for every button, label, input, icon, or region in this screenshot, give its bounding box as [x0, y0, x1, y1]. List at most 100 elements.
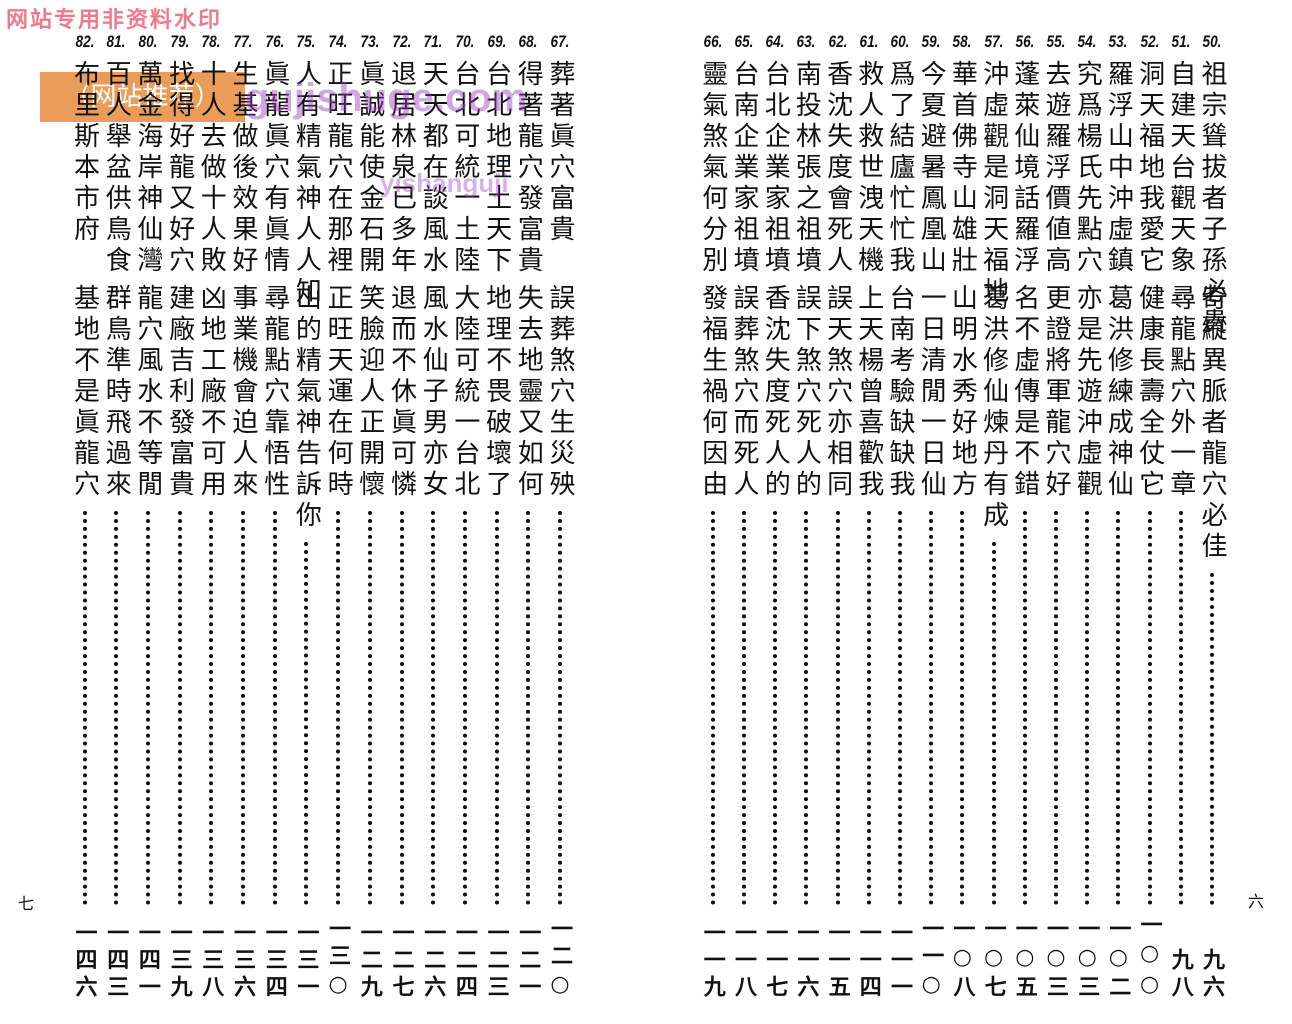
entry-subtitle: 誤葬煞穴而死人: [729, 284, 759, 501]
entry-subtitle: 台南考驗缺缺我: [885, 284, 915, 501]
entry-subtitle: 凶地工廠不可用: [196, 284, 227, 501]
leader-dots: [526, 511, 531, 905]
entry-subtitle: 尋龍點穴外一章: [1165, 284, 1196, 501]
entry-page: 九六: [1199, 948, 1225, 1002]
folio: 七: [18, 894, 35, 913]
entry-page: 一四一: [134, 921, 161, 1002]
entry-subtitle: 事業機會迫人來: [228, 284, 258, 501]
entry-title: 靈氣煞氣何分別: [697, 60, 728, 277]
entry-subtitle: 葛洪修仙煉丹有成: [978, 284, 1009, 532]
entry-page: 一三一: [293, 921, 320, 1002]
entry-number: 62.: [828, 32, 848, 51]
entry-number: 78.: [201, 32, 221, 51]
entry-page: 一三四: [261, 921, 288, 1002]
entry-page: 一一一: [887, 921, 913, 1002]
entry-subtitle: 誤天煞穴亦相同: [822, 284, 853, 501]
entry-page: 一一四: [855, 921, 882, 1002]
entry-title: 羅浮山中沖虛鎮: [1103, 60, 1134, 277]
entry-title: 正旺龍穴在那裡: [323, 60, 354, 277]
leader-dots: [1022, 511, 1027, 905]
entry-subtitle: 尋龍點穴靠悟性: [259, 284, 290, 501]
entry-title: 自建天台觀天象: [1165, 60, 1196, 277]
entry-subtitle: 誤下煞穴死人的: [791, 284, 822, 501]
entry-number: 58.: [952, 32, 972, 51]
entry-title: 十人去做十人敗: [196, 60, 227, 277]
entry-number: 79.: [170, 32, 190, 51]
entry-subtitle: 建廠吉利發富貴: [164, 284, 195, 501]
leader-dots: [114, 511, 119, 905]
entry-page: 一○五: [1011, 917, 1038, 1002]
entry-subtitle: 基地不是眞龍穴: [69, 284, 100, 501]
entry-number: 76.: [265, 32, 285, 51]
entry-number: 71.: [423, 32, 443, 51]
leader-dots: [304, 542, 309, 905]
entry-number: 66.: [703, 32, 723, 51]
entry-number: 70.: [455, 32, 475, 51]
entry-number: 64.: [765, 32, 785, 51]
entry-number: 65.: [734, 32, 754, 51]
entry-title: 洞天福地我愛它: [1134, 60, 1165, 277]
entry-subtitle: 風水仙子男亦女: [418, 284, 449, 501]
entry-number: 52.: [1140, 32, 1160, 51]
entry-number: 51.: [1171, 32, 1191, 51]
entry-number: 63.: [796, 32, 816, 51]
entry-number: 75.: [296, 32, 316, 51]
entry-title: 台北地理土天下: [481, 60, 512, 277]
watermark-url: gujishuge.com: [245, 76, 528, 120]
entry-number: 69.: [487, 32, 507, 51]
entry-title: 得著龍穴發富貴: [513, 60, 544, 277]
entry-number: 74.: [328, 32, 348, 51]
entry-subtitle: 笑臉迎人正開懷: [354, 284, 385, 501]
entry-subtitle: 奇縱異脈者龍穴必佳: [1197, 284, 1227, 563]
entry-title: 祖宗聳拔者子孫必貴: [1197, 60, 1227, 339]
watermark-notice: 网站专用非资料水印: [6, 8, 223, 33]
leader-dots: [399, 511, 404, 905]
entry-page: 一二七: [388, 921, 415, 1002]
entry-page: 一○○: [1136, 913, 1163, 1002]
entry-number: 61.: [859, 32, 879, 51]
entry-page: 一一六: [793, 921, 820, 1002]
entry-title: 台南企業家祖墳: [729, 60, 759, 277]
entry-number: 81.: [106, 32, 126, 51]
entry-number: 67.: [550, 32, 570, 51]
leader-dots: [462, 511, 467, 905]
entry-page: 一○三: [1074, 917, 1101, 1002]
entry-title: 今夏避暑鳳凰山: [916, 60, 947, 277]
entry-title: 南投林張之祖墳: [791, 60, 822, 277]
entry-subtitle: 大陸可統一台北: [449, 284, 480, 501]
entry-page: 一二○: [547, 917, 573, 1002]
leader-dots: [241, 511, 245, 905]
leader-dots: [929, 511, 934, 905]
leader-dots: [710, 511, 715, 905]
entry-page: 一一五: [824, 921, 851, 1002]
entry-number: 54.: [1077, 32, 1097, 51]
entry-subtitle: 山明水秀好地方: [947, 284, 978, 501]
entry-page: 一○二: [1105, 917, 1132, 1002]
leader-dots: [1085, 511, 1090, 905]
entry-page: 一○三: [1043, 917, 1069, 1002]
entry-number: 68.: [518, 32, 538, 51]
entry-number: 57.: [984, 32, 1004, 51]
entry-number: 72.: [392, 32, 411, 51]
entry-page: 一一七: [762, 921, 789, 1002]
entry-title: 台北企業家祖墳: [760, 60, 791, 277]
entry-title: 眞誠能使金石開: [354, 60, 385, 277]
entry-page: 一四三: [103, 921, 130, 1002]
watermark-stamp: yishanguji: [380, 168, 509, 198]
entry-title: 救人救世洩天機: [853, 60, 884, 277]
entry-number: 82.: [75, 32, 94, 51]
leader-dots: [558, 511, 562, 905]
leader-dots: [773, 511, 778, 905]
entry-page: 一三六: [230, 921, 256, 1002]
leader-dots: [1178, 511, 1183, 905]
leader-dots: [431, 511, 436, 905]
entry-page: 一四六: [71, 921, 98, 1002]
entry-title: 退居林泉已多年: [386, 60, 417, 277]
leader-dots: [1054, 511, 1058, 905]
entry-subtitle: 地理不畏破壞了: [481, 284, 512, 501]
folio: 六: [1248, 892, 1265, 911]
entry-title: 香沈失度會死人: [822, 60, 853, 277]
entry-subtitle: 香沈失度死人的: [760, 284, 791, 501]
entry-title: 眞龍眞穴有眞情: [259, 60, 290, 277]
